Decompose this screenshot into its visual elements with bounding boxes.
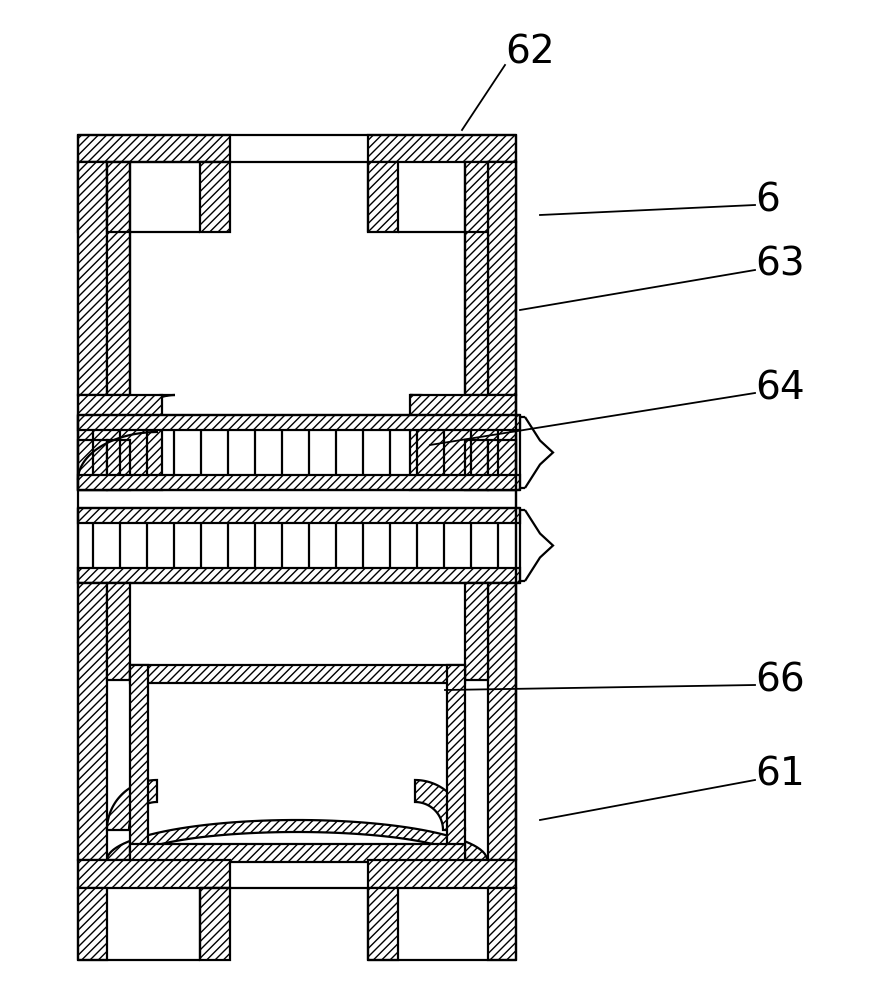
- Polygon shape: [410, 395, 516, 490]
- Polygon shape: [368, 162, 398, 232]
- Polygon shape: [78, 860, 230, 888]
- Polygon shape: [488, 162, 516, 395]
- Polygon shape: [78, 888, 107, 960]
- Polygon shape: [78, 475, 520, 490]
- Text: 62: 62: [505, 33, 554, 71]
- Polygon shape: [368, 135, 516, 162]
- Polygon shape: [130, 665, 148, 862]
- Polygon shape: [465, 440, 488, 490]
- Polygon shape: [107, 162, 130, 395]
- Text: 6: 6: [755, 181, 780, 219]
- Polygon shape: [410, 395, 465, 450]
- Polygon shape: [368, 888, 398, 960]
- Polygon shape: [415, 780, 465, 830]
- Polygon shape: [107, 440, 130, 490]
- Polygon shape: [78, 415, 520, 430]
- Polygon shape: [107, 780, 157, 830]
- Text: 61: 61: [755, 756, 805, 794]
- Polygon shape: [78, 395, 162, 490]
- Polygon shape: [107, 820, 487, 860]
- Polygon shape: [488, 583, 516, 860]
- Polygon shape: [488, 162, 516, 232]
- Polygon shape: [200, 162, 230, 232]
- Polygon shape: [78, 508, 520, 523]
- Polygon shape: [488, 888, 516, 960]
- Polygon shape: [78, 162, 107, 395]
- Polygon shape: [368, 860, 516, 888]
- Polygon shape: [78, 568, 520, 583]
- Polygon shape: [465, 583, 488, 680]
- Polygon shape: [130, 665, 465, 683]
- Text: 63: 63: [755, 246, 805, 284]
- Polygon shape: [78, 135, 230, 162]
- Polygon shape: [488, 440, 516, 490]
- Polygon shape: [78, 440, 107, 490]
- Polygon shape: [78, 583, 107, 860]
- Polygon shape: [465, 162, 488, 395]
- Polygon shape: [200, 888, 230, 960]
- Text: 66: 66: [755, 661, 805, 699]
- Polygon shape: [78, 162, 107, 232]
- Text: 64: 64: [755, 369, 805, 407]
- Polygon shape: [107, 583, 130, 680]
- Polygon shape: [107, 395, 175, 450]
- Polygon shape: [130, 844, 465, 862]
- Polygon shape: [447, 665, 465, 862]
